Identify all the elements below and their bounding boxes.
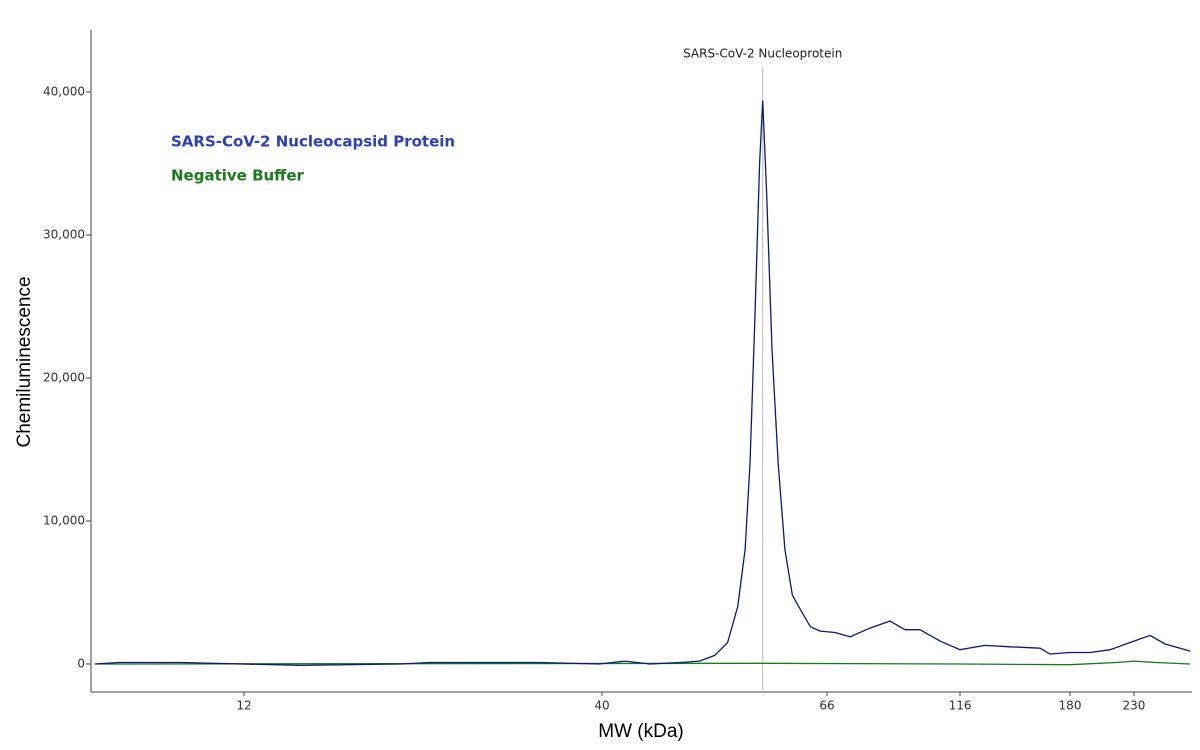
x-tick-label: 230 [1123,699,1146,713]
y-tick-label: 20,000 [43,371,85,385]
x-tick-label: 12 [236,699,251,713]
series-line [95,660,1191,666]
y-tick-label: 10,000 [43,513,85,527]
y-tick-label: 30,000 [43,228,85,242]
x-tick-label: 116 [949,699,972,713]
y-tick-label: 0 [77,656,85,670]
x-tick-label: 180 [1059,699,1082,713]
annotation-label: SARS-CoV-2 Nucleoprotein [683,47,842,61]
x-tick-label: 66 [819,699,834,713]
y-tick-label: 40,000 [43,85,85,99]
x-tick-label: 40 [594,699,609,713]
x-axis-title: MW (kDa) [598,721,683,742]
y-axis-title: Chemiluminescence [14,276,35,447]
legend-label: Negative Buffer [171,167,305,185]
legend-label: SARS-CoV-2 Nucleocapsid Protein [171,133,455,151]
series-line [95,100,1191,667]
